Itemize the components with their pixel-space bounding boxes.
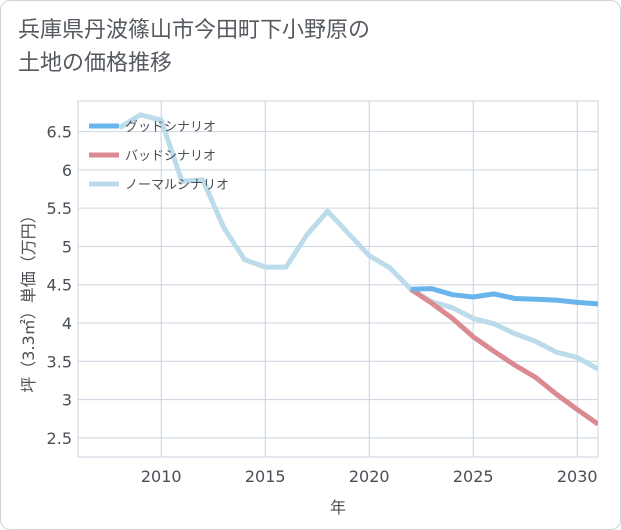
chart-title-line-1: 兵庫県丹波篠山市今田町下小野原の — [18, 18, 371, 43]
legend-label: バッドシナリオ — [125, 149, 216, 164]
x-tick-label: 2030 — [557, 467, 598, 486]
plot-area — [77, 100, 599, 458]
y-tick-label: 5 — [62, 237, 72, 256]
chart-title: 兵庫県丹波篠山市今田町下小野原の 土地の価格推移 — [18, 14, 370, 80]
series-line — [118, 112, 598, 372]
y-tick-label: 3.5 — [47, 352, 72, 371]
y-tick-label: 3 — [62, 391, 72, 410]
legend-label: ノーマルシナリオ — [125, 178, 229, 193]
y-tick-label: 4 — [62, 314, 72, 333]
legend-label: グッドシナリオ — [125, 120, 216, 135]
x-tick-label: 2020 — [349, 467, 390, 486]
y-axis-title: 坪（3.3㎡）単価（万円） — [19, 207, 38, 392]
y-tick-label: 6.5 — [47, 123, 72, 142]
grid-lines — [78, 101, 598, 457]
y-tick-label: 2.5 — [47, 429, 72, 448]
series-lines — [118, 112, 598, 427]
chart-title-line-2: 土地の価格推移 — [18, 51, 173, 76]
tick-labels: 2010 2015 2020 2025 2030 2.5 3 3.5 4 4.5 5 5.5 6 6.5 — [47, 123, 598, 486]
x-tick-label: 2015 — [245, 467, 286, 486]
series-line — [409, 287, 598, 427]
x-tick-label: 2025 — [453, 467, 494, 486]
x-axis-title: 年 — [330, 498, 346, 517]
y-tick-label: 4.5 — [47, 276, 72, 295]
y-tick-label: 5.5 — [47, 199, 72, 218]
y-tick-label: 6 — [62, 161, 72, 180]
series-line — [410, 286, 598, 307]
x-tick-label: 2010 — [141, 467, 182, 486]
